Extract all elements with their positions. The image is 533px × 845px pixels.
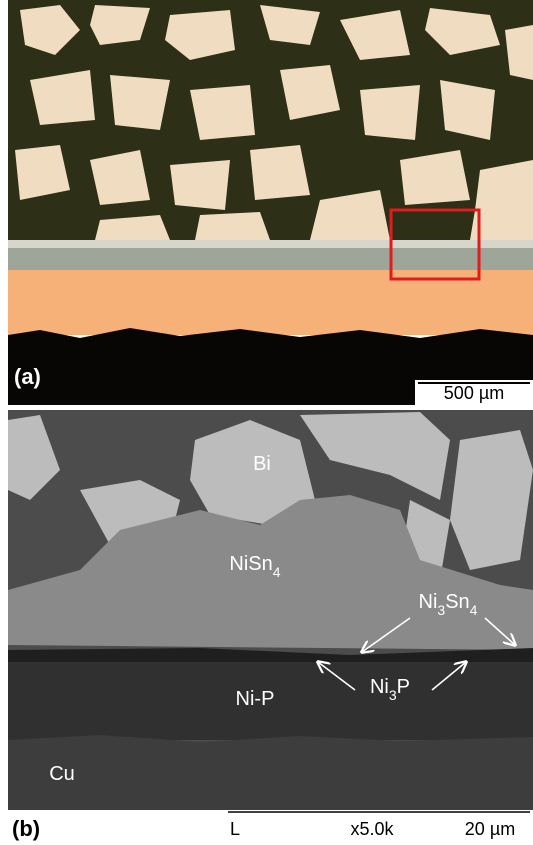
text: NiSn: [229, 553, 272, 575]
text: P: [397, 676, 410, 698]
marker: L: [230, 819, 240, 839]
text: Bi: [253, 453, 271, 475]
figure: (a) 500 µm Bi NiSn4 Ni3Sn4 Ni-P Ni3P Cu …: [0, 0, 533, 845]
magnification: x5.0k: [350, 819, 394, 839]
caption-bar: (b) L x5.0k 20 µm: [12, 812, 530, 841]
panel-a: (a) 500 µm: [8, 0, 533, 405]
phase-label: Bi: [253, 453, 271, 475]
text: Ni: [370, 676, 389, 698]
scale-bar-label: 500 µm: [444, 383, 504, 403]
subscript: 4: [470, 602, 478, 618]
panel-b: Bi NiSn4 Ni3Sn4 Ni-P Ni3P Cu: [8, 410, 533, 810]
text: Sn: [445, 591, 469, 613]
phase-label: Cu: [49, 763, 75, 785]
scale-bar-label: 20 µm: [465, 819, 515, 839]
phase-label: Ni-P: [236, 688, 275, 710]
panel-label: (a): [14, 364, 41, 389]
subscript: 3: [437, 602, 445, 618]
text: Cu: [49, 763, 75, 785]
subscript: 3: [389, 687, 397, 703]
text: Ni-P: [236, 688, 275, 710]
subscript: 4: [273, 564, 281, 580]
panel-label: (b): [12, 816, 40, 841]
text: Ni: [419, 591, 438, 613]
